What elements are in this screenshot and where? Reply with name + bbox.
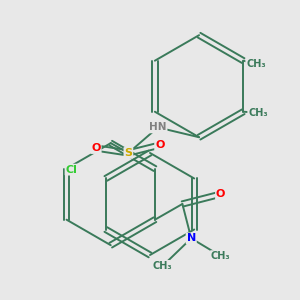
Text: O: O [91,143,101,153]
Text: CH₃: CH₃ [211,251,230,261]
Text: CH₃: CH₃ [248,108,268,118]
Text: O: O [155,140,164,150]
Text: N: N [187,233,196,243]
Text: CH₃: CH₃ [246,58,266,69]
Text: O: O [216,189,225,199]
Text: HN: HN [149,122,166,132]
Text: CH₃: CH₃ [153,261,172,271]
Text: Cl: Cl [65,165,77,175]
Text: S: S [124,148,132,158]
